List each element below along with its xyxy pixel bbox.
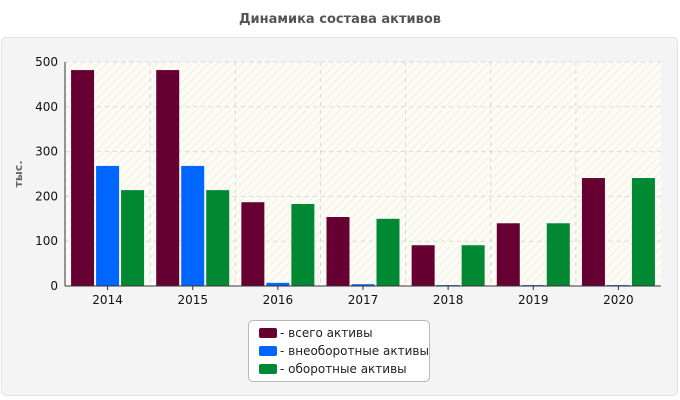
y-tick-label: 500 xyxy=(35,55,58,69)
plot-background xyxy=(65,62,661,286)
bar-2019-series-0 xyxy=(496,223,520,286)
bar-2020-series-0 xyxy=(581,178,605,286)
tick-labels: 0 100 200 300 400 500 2014 2015 2016 2017 2018 2019… xyxy=(35,55,634,307)
legend-label-total-assets: - всего активы xyxy=(280,326,373,340)
bar-2016-series-1 xyxy=(266,282,290,286)
x-tick-label: 2015 xyxy=(177,293,208,307)
legend-swatch-noncurrent-assets xyxy=(259,346,277,356)
bar-2017-series-0 xyxy=(326,217,350,286)
bar-2019-series-2 xyxy=(546,223,570,286)
x-tick-label: 2014 xyxy=(92,293,123,307)
bar-2016-series-2 xyxy=(291,204,315,286)
y-axis-title: тыс. xyxy=(12,160,25,187)
x-tick-label: 2019 xyxy=(518,293,549,307)
y-tick-label: 400 xyxy=(35,100,58,114)
y-tick-label: 200 xyxy=(35,189,58,203)
bar-2017-series-1 xyxy=(351,284,375,286)
legend-swatch-total-assets xyxy=(259,328,277,338)
legend-item-noncurrent-assets: - внеоборотные активы xyxy=(259,342,429,360)
x-tick-label: 2017 xyxy=(348,293,379,307)
bar-2014-series-0 xyxy=(71,70,95,287)
y-tick-label: 300 xyxy=(35,145,58,159)
x-tick-label: 2020 xyxy=(603,293,634,307)
legend-item-current-assets: - оборотные активы xyxy=(259,360,429,378)
y-tick-label: 100 xyxy=(35,234,58,248)
bar-2018-series-2 xyxy=(461,245,485,286)
bar-2016-series-0 xyxy=(241,202,265,286)
legend: - всего активы - внеоборотные активы - о… xyxy=(248,320,430,382)
bar-2015-series-1 xyxy=(181,165,205,286)
bar-2017-series-2 xyxy=(376,218,400,286)
bar-2015-series-2 xyxy=(206,190,230,286)
bar-2020-series-2 xyxy=(631,178,655,286)
chart-title: Динамика состава активов xyxy=(238,12,442,27)
x-tick-label: 2016 xyxy=(263,293,294,307)
legend-swatch-current-assets xyxy=(259,364,277,374)
bar-2014-series-1 xyxy=(96,165,120,286)
bar-2015-series-0 xyxy=(156,70,180,287)
legend-label-current-assets: - оборотные активы xyxy=(280,362,407,376)
legend-label-noncurrent-assets: - внеоборотные активы xyxy=(280,344,429,358)
bars xyxy=(71,70,655,287)
bar-2018-series-0 xyxy=(411,245,435,286)
y-tick-label: 0 xyxy=(50,279,58,293)
bar-2014-series-2 xyxy=(121,190,145,286)
x-tick-label: 2018 xyxy=(433,293,464,307)
legend-item-total-assets: - всего активы xyxy=(259,324,429,342)
